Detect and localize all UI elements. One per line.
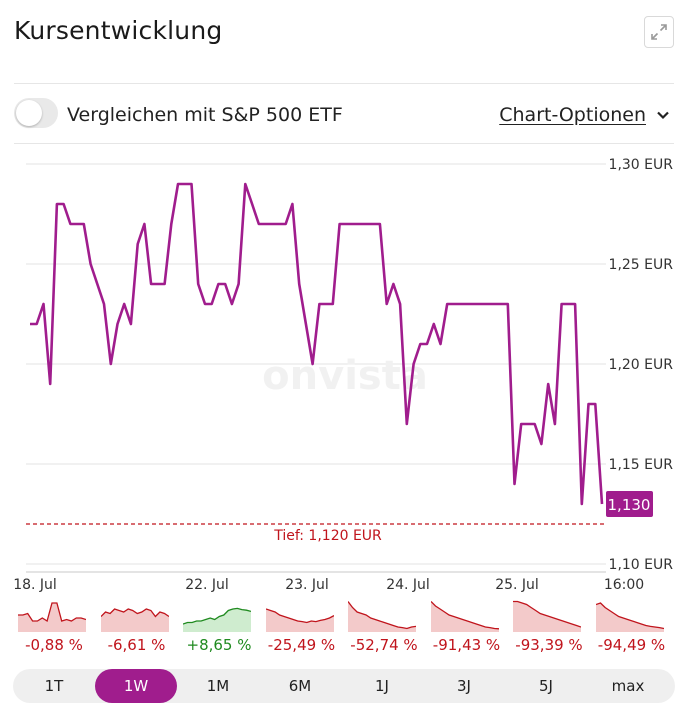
sparkline-line	[430, 601, 499, 630]
sparkline-area	[265, 609, 334, 632]
performance-sparkline	[595, 602, 664, 632]
performance-sparkline	[513, 600, 581, 632]
range-button-1j[interactable]: 1J	[375, 677, 389, 695]
sparkline-line	[18, 602, 86, 623]
sparkline-line	[183, 607, 251, 625]
performance-value: -94,49 %	[597, 636, 666, 654]
range-button-max[interactable]: max	[611, 677, 645, 695]
performance-sparkline	[348, 601, 416, 632]
y-tick-label: 1,25 EUR	[609, 257, 674, 273]
performance-item[interactable]: -91,43 %	[427, 596, 500, 658]
sparkline-area	[430, 601, 499, 632]
performance-row: -0,88 % -6,61 % +8,65 % -25,49 % -52,74 % -91…	[14, 596, 674, 658]
performance-sparkline	[183, 607, 251, 632]
range-button-6m[interactable]: 6M	[288, 677, 312, 695]
sparkline-area	[100, 609, 169, 632]
y-tick-label: 1,15 EUR	[609, 457, 674, 473]
expand-icon	[651, 24, 667, 40]
price-series-line	[30, 182, 604, 506]
sparkline-line	[348, 601, 416, 630]
range-button-1w[interactable]: 1W	[95, 669, 177, 703]
x-tick-label: 23. Jul	[285, 577, 329, 593]
range-button-5j[interactable]: 5J	[539, 677, 553, 695]
performance-value: -52,74 %	[350, 636, 418, 654]
compare-toggle[interactable]	[14, 98, 58, 128]
performance-item[interactable]: -25,49 %	[262, 596, 335, 658]
y-tick-label: 1,20 EUR	[609, 357, 674, 373]
sparkline-area	[513, 601, 581, 632]
time-range-selector: 1T 1W 1M 6M 1J 3J 5J max	[13, 669, 675, 703]
performance-value: -93,39 %	[515, 636, 583, 654]
x-tick-label: 24. Jul	[386, 577, 430, 593]
sparkline-line	[265, 608, 334, 624]
performance-item[interactable]: +8,65 %	[179, 596, 252, 658]
range-button-1m[interactable]: 1M	[206, 677, 230, 695]
y-tick-label: 1,30 EUR	[609, 157, 674, 173]
sparkline-line	[513, 600, 581, 628]
x-tick-label: 16:00	[604, 577, 644, 593]
compare-label: Vergleichen mit S&P 500 ETF	[67, 104, 343, 126]
x-tick-label: 18. Jul	[13, 577, 57, 593]
sparkline-area	[18, 603, 86, 632]
current-value-badge	[606, 491, 653, 517]
performance-value: -91,43 %	[432, 636, 501, 654]
performance-sparkline	[100, 608, 169, 632]
performance-item[interactable]: -52,74 %	[344, 596, 418, 658]
x-tick-label: 25. Jul	[495, 577, 539, 593]
performance-value: -0,88 %	[25, 636, 83, 654]
performance-item[interactable]: -6,61 %	[97, 596, 169, 658]
expand-button[interactable]	[644, 16, 674, 48]
sparkline-line	[595, 602, 664, 630]
performance-item[interactable]: -0,88 %	[14, 596, 86, 658]
price-chart[interactable]: 1,30 EUR 1,25 EUR 1,20 EUR 1,15 EUR 1,10 EUR…	[0, 145, 689, 595]
low-label: Tief: 1,120 EUR	[273, 528, 382, 544]
sparkline-area	[183, 608, 251, 632]
performance-sparkline	[18, 602, 86, 632]
performance-sparkline	[265, 608, 334, 632]
chevron-down-icon	[657, 111, 669, 120]
sparkline-area	[595, 603, 664, 632]
sparkline-line	[100, 608, 169, 618]
performance-item[interactable]: -93,39 %	[509, 596, 583, 658]
current-value-label: 1,130	[608, 496, 651, 514]
toggle-knob	[16, 100, 42, 126]
chart-options-label: Chart-Optionen	[499, 104, 646, 126]
sparkline-area	[348, 601, 416, 632]
chart-header: Kursentwicklung	[14, 0, 674, 84]
y-tick-label: 1,10 EUR	[609, 557, 674, 573]
range-button-3j[interactable]: 3J	[457, 677, 471, 695]
performance-value: -6,61 %	[107, 636, 166, 654]
x-tick-label: 22. Jul	[185, 577, 229, 593]
range-button-1t[interactable]: 1T	[44, 677, 64, 695]
performance-value: -25,49 %	[267, 636, 336, 654]
chart-options-link[interactable]: Chart-Optionen	[499, 104, 670, 126]
watermark: onvista	[262, 353, 428, 399]
performance-sparkline	[430, 601, 499, 632]
chart-controls: Vergleichen mit S&P 500 ETF Chart-Option…	[14, 84, 674, 144]
page-title: Kursentwicklung	[14, 16, 223, 45]
performance-value: +8,65 %	[186, 636, 252, 654]
performance-item[interactable]: -94,49 %	[592, 596, 665, 658]
price-chart-svg: 1,30 EUR 1,25 EUR 1,20 EUR 1,15 EUR 1,10 EUR…	[13, 157, 674, 593]
